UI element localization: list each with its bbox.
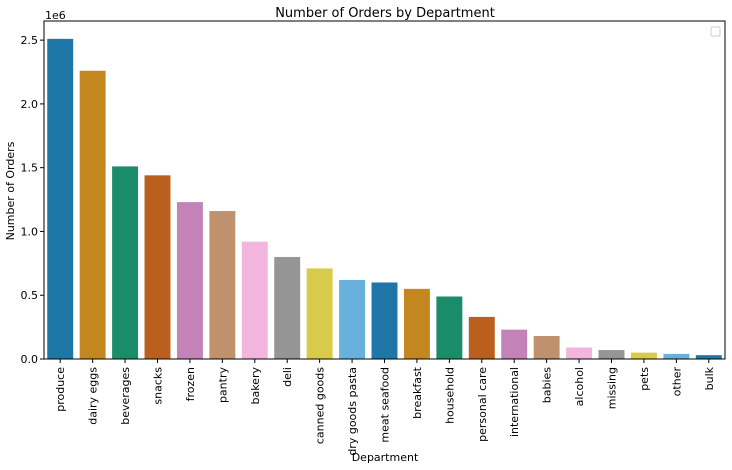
bar-babies <box>533 336 560 359</box>
x-tick-label: bakery <box>249 367 262 405</box>
bar-personal-care <box>468 316 495 359</box>
bar-beverages <box>112 166 139 359</box>
bar-bakery <box>241 241 268 359</box>
bar-missing <box>598 350 625 359</box>
x-tick-label: household <box>443 367 456 424</box>
y-tick-label: 2.0 <box>21 98 39 111</box>
bar-deli <box>274 256 301 359</box>
x-tick-label: dry goods pasta <box>346 367 359 456</box>
bar-frozen <box>176 202 203 359</box>
x-ticks-group: produce dairy eggs beverages snacks frozen pa… <box>54 359 716 456</box>
x-tick-label: canned goods <box>314 367 327 444</box>
y-offset-label: 1e6 <box>45 9 66 22</box>
bar-alcohol <box>566 347 593 359</box>
chart-title: Number of Orders by Department <box>275 6 495 21</box>
x-tick-label: other <box>670 367 683 397</box>
x-tick-label: pantry <box>216 367 229 404</box>
bar-pets <box>630 352 657 359</box>
bar-bulk <box>695 355 722 359</box>
bar-pantry <box>209 211 236 359</box>
y-axis-label: Number of Orders <box>4 141 17 240</box>
x-tick-label: pets <box>638 367 651 391</box>
x-tick-label: meat seafood <box>379 367 392 443</box>
bar-breakfast <box>403 288 430 359</box>
legend-box <box>710 26 721 37</box>
bars-group <box>47 38 722 360</box>
bar-snacks <box>144 175 171 359</box>
y-ticks-group: 0.0 0.5 1.0 1.5 2.0 2.5 <box>21 34 44 366</box>
bar-canned-goods <box>306 268 333 359</box>
bar-dairy-eggs <box>79 70 106 360</box>
x-tick-label: beverages <box>119 367 132 425</box>
y-tick-label: 0.0 <box>21 353 39 366</box>
x-tick-label: breakfast <box>411 366 424 418</box>
y-tick-label: 0.5 <box>21 289 39 302</box>
x-tick-label: snacks <box>152 367 165 405</box>
bar-household <box>436 296 463 359</box>
x-axis-label: Department <box>352 451 419 464</box>
plot-frame <box>43 20 726 360</box>
y-tick-label: 1.0 <box>21 225 39 238</box>
bar-other <box>663 353 690 359</box>
x-tick-label: personal care <box>476 367 489 442</box>
x-tick-label: bulk <box>703 366 716 390</box>
x-tick-label: international <box>508 367 521 437</box>
bar-international <box>501 329 528 359</box>
x-tick-label: missing <box>606 367 619 409</box>
x-tick-label: dairy eggs <box>87 367 100 425</box>
y-tick-label: 1.5 <box>21 162 39 175</box>
x-tick-label: produce <box>54 367 67 412</box>
x-tick-label: babies <box>541 367 554 404</box>
x-tick-label: deli <box>281 367 294 387</box>
x-tick-label: frozen <box>184 367 197 401</box>
y-tick-label: 2.5 <box>21 34 39 47</box>
x-tick-label: alcohol <box>573 367 586 406</box>
bar-produce <box>47 38 74 360</box>
bar-meat-seafood <box>371 282 398 359</box>
bar-dry-goods-pasta <box>339 279 366 359</box>
